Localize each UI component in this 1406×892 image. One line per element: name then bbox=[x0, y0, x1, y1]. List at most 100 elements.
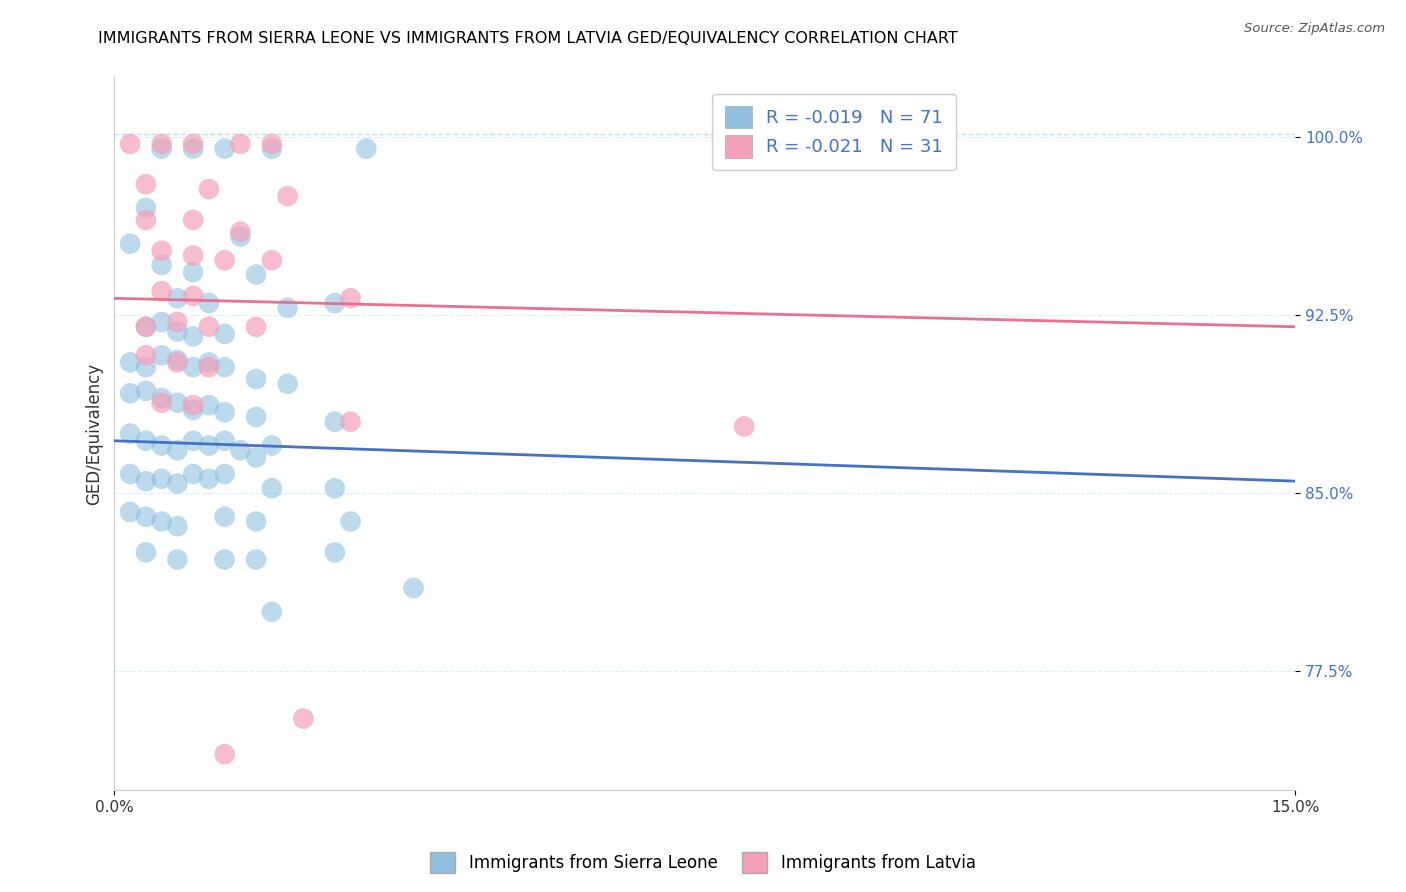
Point bbox=[198, 438, 221, 452]
Point bbox=[733, 419, 755, 434]
Point bbox=[135, 178, 157, 192]
Point bbox=[120, 467, 142, 481]
Point bbox=[260, 253, 283, 268]
Point bbox=[150, 142, 173, 156]
Point bbox=[214, 360, 236, 375]
Point bbox=[120, 236, 142, 251]
Point bbox=[120, 426, 142, 441]
Point bbox=[339, 515, 361, 529]
Point bbox=[150, 284, 173, 298]
Point bbox=[150, 515, 173, 529]
Point bbox=[260, 136, 283, 151]
Point bbox=[150, 315, 173, 329]
Point bbox=[181, 403, 204, 417]
Point bbox=[214, 405, 236, 419]
Point bbox=[150, 438, 173, 452]
Point bbox=[150, 348, 173, 362]
Point bbox=[135, 319, 157, 334]
Point bbox=[214, 253, 236, 268]
Point bbox=[214, 509, 236, 524]
Point bbox=[323, 415, 346, 429]
Point bbox=[181, 248, 204, 262]
Point bbox=[135, 545, 157, 559]
Point bbox=[181, 434, 204, 448]
Point bbox=[260, 481, 283, 495]
Point bbox=[181, 213, 204, 227]
Point bbox=[260, 142, 283, 156]
Point bbox=[214, 142, 236, 156]
Point bbox=[214, 434, 236, 448]
Point bbox=[181, 142, 204, 156]
Point bbox=[181, 329, 204, 343]
Point bbox=[198, 355, 221, 369]
Point bbox=[166, 552, 188, 566]
Point bbox=[245, 450, 267, 465]
Point bbox=[166, 353, 188, 368]
Point bbox=[135, 213, 157, 227]
Point bbox=[339, 291, 361, 305]
Point bbox=[229, 443, 252, 458]
Point bbox=[229, 225, 252, 239]
Point bbox=[120, 386, 142, 401]
Point bbox=[277, 189, 299, 203]
Legend: Immigrants from Sierra Leone, Immigrants from Latvia: Immigrants from Sierra Leone, Immigrants… bbox=[423, 846, 983, 880]
Point bbox=[181, 398, 204, 412]
Point bbox=[198, 319, 221, 334]
Point bbox=[323, 481, 346, 495]
Point bbox=[277, 301, 299, 315]
Point bbox=[166, 519, 188, 533]
Point bbox=[150, 472, 173, 486]
Point bbox=[150, 244, 173, 258]
Point bbox=[166, 291, 188, 305]
Point bbox=[214, 467, 236, 481]
Point bbox=[339, 415, 361, 429]
Point bbox=[166, 355, 188, 369]
Point bbox=[181, 467, 204, 481]
Point bbox=[166, 396, 188, 410]
Point bbox=[150, 396, 173, 410]
Point bbox=[166, 476, 188, 491]
Point bbox=[245, 319, 267, 334]
Point bbox=[245, 552, 267, 566]
Point bbox=[214, 326, 236, 341]
Point bbox=[323, 545, 346, 559]
Point bbox=[150, 391, 173, 405]
Point bbox=[135, 201, 157, 215]
Point bbox=[150, 258, 173, 272]
Point bbox=[198, 398, 221, 412]
Point bbox=[356, 142, 378, 156]
Point bbox=[135, 348, 157, 362]
Point bbox=[245, 268, 267, 282]
Point bbox=[214, 552, 236, 566]
Point bbox=[120, 505, 142, 519]
Point bbox=[181, 360, 204, 375]
Point bbox=[260, 605, 283, 619]
Point bbox=[166, 325, 188, 339]
Point bbox=[181, 289, 204, 303]
Point bbox=[245, 515, 267, 529]
Point bbox=[292, 712, 315, 726]
Point bbox=[135, 509, 157, 524]
Point bbox=[135, 474, 157, 488]
Point bbox=[198, 360, 221, 375]
Point bbox=[214, 747, 236, 762]
Point bbox=[245, 372, 267, 386]
Point bbox=[166, 315, 188, 329]
Point bbox=[135, 384, 157, 398]
Point bbox=[229, 229, 252, 244]
Point bbox=[150, 136, 173, 151]
Point bbox=[245, 410, 267, 425]
Text: Source: ZipAtlas.com: Source: ZipAtlas.com bbox=[1244, 22, 1385, 36]
Point bbox=[198, 472, 221, 486]
Point bbox=[120, 136, 142, 151]
Point bbox=[260, 438, 283, 452]
Point bbox=[323, 296, 346, 310]
Point bbox=[198, 296, 221, 310]
Point bbox=[135, 360, 157, 375]
Point bbox=[135, 319, 157, 334]
Text: IMMIGRANTS FROM SIERRA LEONE VS IMMIGRANTS FROM LATVIA GED/EQUIVALENCY CORRELATI: IMMIGRANTS FROM SIERRA LEONE VS IMMIGRAN… bbox=[98, 31, 957, 46]
Point bbox=[229, 136, 252, 151]
Point bbox=[181, 136, 204, 151]
Point bbox=[198, 182, 221, 196]
Point bbox=[277, 376, 299, 391]
